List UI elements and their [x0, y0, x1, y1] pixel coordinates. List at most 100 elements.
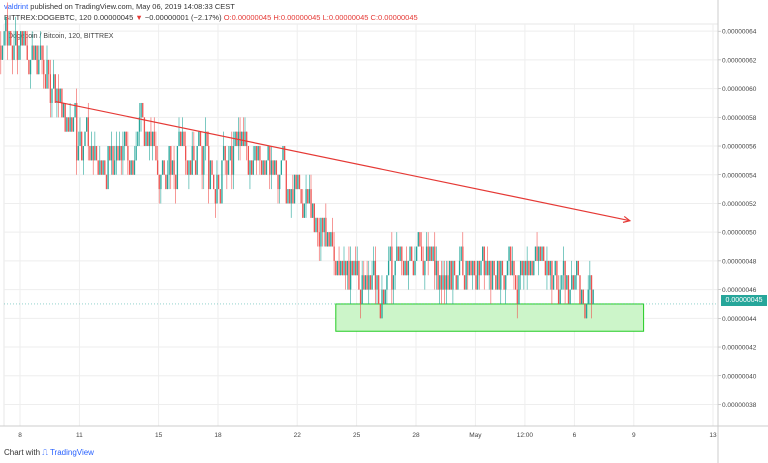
- candle: [369, 275, 372, 290]
- candle: [92, 146, 94, 161]
- candle: [389, 246, 391, 261]
- candle: [411, 246, 413, 261]
- candle: [49, 74, 51, 103]
- candle: [64, 102, 66, 132]
- candle: [444, 275, 446, 290]
- candle: [496, 260, 499, 290]
- candle: [541, 246, 543, 261]
- candle: [442, 275, 444, 290]
- candle: [194, 160, 197, 175]
- candle: [302, 203, 304, 218]
- candle: [214, 189, 216, 204]
- candle: [554, 260, 556, 276]
- candle: [181, 131, 183, 147]
- candle: [186, 160, 188, 175]
- candle: [313, 203, 315, 233]
- candle: [137, 131, 139, 147]
- candle: [15, 31, 17, 46]
- x-tick-label: 28: [412, 432, 420, 439]
- author-link[interactable]: valdrint: [4, 2, 29, 11]
- candle: [23, 31, 25, 46]
- high-value: H:0.00000045: [273, 13, 321, 22]
- tradingview-link[interactable]: TradingView: [49, 448, 94, 457]
- candle: [156, 160, 159, 175]
- candle: [153, 131, 155, 147]
- candle: [384, 289, 386, 304]
- candle: [48, 59, 50, 75]
- candle: [185, 146, 187, 161]
- candle: [6, 16, 9, 46]
- candle: [100, 160, 103, 175]
- candle: [152, 131, 154, 147]
- candle: [510, 246, 512, 276]
- candle: [498, 260, 500, 290]
- candle: [392, 275, 395, 290]
- candle: [165, 174, 167, 190]
- candle: [490, 260, 492, 290]
- footer: Chart with ⎍ TradingView: [4, 448, 94, 458]
- candle: [175, 174, 177, 190]
- candle: [168, 146, 170, 175]
- open-value: O:0.00000045: [223, 13, 272, 22]
- candle: [356, 260, 358, 276]
- candle: [323, 217, 325, 233]
- candle: [477, 260, 479, 290]
- candle: [303, 203, 306, 218]
- candle: [31, 45, 33, 60]
- candle: [277, 174, 279, 190]
- candle: [125, 131, 127, 147]
- candle: [417, 232, 419, 247]
- candle: [1, 45, 4, 60]
- candle: [592, 289, 594, 304]
- candle: [105, 174, 108, 190]
- candle: [577, 260, 579, 276]
- candle: [472, 260, 474, 276]
- candle: [16, 31, 18, 60]
- candle: [72, 117, 75, 132]
- candle: [524, 260, 527, 276]
- candle: [246, 131, 248, 147]
- close-value: C:0.00000045: [370, 13, 418, 22]
- candle: [409, 246, 411, 261]
- candle: [336, 260, 339, 276]
- candle: [10, 31, 12, 46]
- candle: [543, 246, 545, 261]
- last-price: 0.00000045: [93, 13, 134, 22]
- candle: [53, 74, 55, 89]
- x-tick-label: 12:00: [517, 432, 534, 439]
- candle: [209, 160, 212, 190]
- candle: [117, 146, 119, 161]
- candle: [171, 160, 174, 175]
- candle: [66, 117, 68, 132]
- candle: [229, 146, 231, 161]
- tradingview-logo-icon[interactable]: ⎍: [42, 448, 48, 457]
- candle: [368, 275, 370, 290]
- candle: [557, 289, 560, 304]
- candle: [76, 102, 78, 161]
- candle: [74, 102, 76, 118]
- candle: [576, 260, 578, 276]
- candle: [198, 131, 200, 147]
- candle: [128, 160, 131, 175]
- y-tick-label: 0.00000044: [722, 316, 757, 323]
- candle: [18, 45, 20, 60]
- candle: [267, 146, 269, 161]
- candle: [79, 131, 81, 147]
- candle: [86, 117, 88, 132]
- y-tick-label: 0.00000040: [722, 373, 757, 380]
- candle: [434, 246, 436, 276]
- candle: [373, 260, 375, 276]
- candle: [536, 246, 538, 261]
- candle: [120, 146, 122, 161]
- candle: [366, 275, 368, 290]
- candle: [345, 260, 347, 276]
- candle: [272, 160, 274, 175]
- candle: [396, 246, 398, 261]
- candle: [564, 260, 566, 290]
- candle: [36, 45, 38, 75]
- candle: [353, 260, 355, 276]
- candle: [331, 232, 334, 247]
- candle: [549, 260, 551, 276]
- candle: [33, 45, 35, 60]
